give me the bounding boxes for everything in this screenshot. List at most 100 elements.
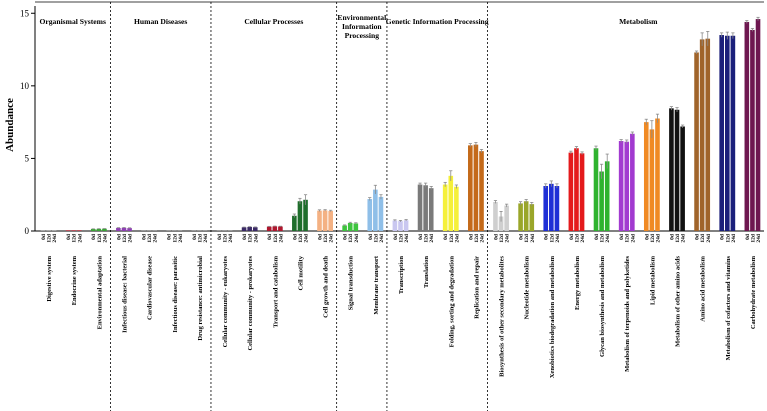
category-label: Metabolism of other amino acids [675, 256, 682, 347]
bar [197, 230, 202, 231]
time-tick-label: 24d [379, 234, 385, 243]
bar [549, 183, 554, 231]
time-tick-label: 0d [594, 234, 600, 240]
bar [322, 210, 328, 231]
bar [278, 226, 283, 231]
bar [272, 226, 278, 231]
bar [353, 223, 359, 231]
time-tick-label: 24d [530, 234, 536, 243]
y-axis-label: Abundance [4, 98, 16, 152]
time-tick-label: 0d [66, 234, 72, 240]
time-tick-label: 0d [443, 234, 449, 240]
category-label: Metabolism of cofactors and vitamins [725, 256, 732, 361]
time-tick-label: 24d [203, 234, 209, 243]
time-tick-label: 0d [644, 234, 650, 240]
category-label: Environmental adaptation [96, 256, 103, 330]
bar [694, 52, 699, 231]
time-tick-label: 0d [544, 234, 550, 240]
bar [599, 171, 604, 231]
time-tick-label: 12d [323, 234, 329, 243]
time-tick-label: 12d [474, 234, 480, 243]
category-label: Energy metabolism [574, 255, 581, 310]
bar [593, 148, 599, 231]
bar [317, 210, 322, 231]
time-tick-label: 12d [675, 234, 681, 243]
time-tick-label: 0d [116, 234, 122, 240]
time-tick-label: 12d [47, 234, 53, 243]
bar [297, 201, 303, 231]
bar [46, 230, 51, 231]
section-title: Genetic Information Processing [386, 17, 489, 26]
bar [473, 144, 479, 231]
bar [518, 203, 523, 231]
time-tick-label: 24d [253, 234, 259, 243]
bar [266, 226, 272, 231]
bar [252, 227, 258, 231]
category-label: Cell motility [297, 255, 304, 290]
bar [568, 152, 574, 231]
bar [655, 118, 660, 231]
bar [241, 227, 247, 231]
time-tick-label: 24d [580, 234, 586, 243]
bar [177, 230, 183, 231]
bar [730, 35, 736, 232]
time-tick-label: 24d [329, 234, 335, 243]
time-tick-label: 24d [756, 234, 762, 243]
category-label: Cellular community - eukaryotes [222, 256, 229, 348]
bar [171, 230, 177, 231]
bar [428, 188, 434, 231]
time-tick-label: 12d [248, 234, 254, 243]
bar [328, 210, 333, 231]
bar [303, 199, 308, 231]
time-tick-label: 24d [77, 234, 83, 243]
bar [222, 230, 227, 231]
time-tick-label: 0d [418, 234, 424, 240]
bar [755, 19, 761, 232]
category-label: Metabolism of terpenoids and polyketides [624, 256, 631, 372]
time-tick-label: 12d [399, 234, 405, 243]
time-tick-label: 12d [499, 234, 505, 243]
category-label: Drug resistance: antimicrobial [197, 256, 204, 341]
bar [705, 38, 711, 232]
bar [146, 230, 152, 231]
bar [448, 175, 454, 231]
section-title-line: Processing [345, 31, 380, 40]
category-label: Nucleotide metabolism [524, 255, 531, 319]
bar [699, 39, 705, 231]
time-tick-label: 0d [317, 234, 323, 240]
time-tick-label: 12d [97, 234, 103, 243]
time-tick-label: 12d [273, 234, 279, 243]
bar [744, 21, 750, 231]
section-title-line: Information [342, 22, 382, 31]
category-label: Carbohydrate metabolism [750, 255, 757, 329]
bar [574, 148, 579, 231]
time-tick-label: 24d [706, 234, 712, 243]
bar [51, 230, 57, 231]
time-tick-label: 12d [524, 234, 530, 243]
bar [604, 161, 610, 231]
time-tick-label: 0d [217, 234, 223, 240]
time-tick-label: 24d [354, 234, 360, 243]
time-tick-label: 12d [172, 234, 178, 243]
time-tick-label: 12d [223, 234, 229, 243]
category-label: Transport and catabolism [272, 255, 279, 327]
bar [152, 230, 158, 231]
time-tick-label: 0d [192, 234, 198, 240]
bar [166, 230, 171, 231]
time-tick-label: 24d [52, 234, 58, 243]
section-title: Environmental Information Processing [337, 13, 386, 40]
time-tick-label: 12d [147, 234, 153, 243]
time-tick-label: 24d [630, 234, 636, 243]
bar [719, 35, 724, 231]
time-tick-label: 12d [72, 234, 78, 243]
time-tick-label: 12d [449, 234, 455, 243]
time-tick-label: 0d [393, 234, 399, 240]
bar [216, 230, 222, 231]
bar [442, 184, 448, 231]
bar [624, 141, 630, 231]
category-label: Glycan biosynthesis and metabolism [599, 255, 606, 357]
time-tick-label: 24d [304, 234, 310, 243]
time-tick-label: 24d [153, 234, 159, 243]
category-label: Folding, sorting and degradation [448, 256, 455, 348]
time-tick-label: 24d [605, 234, 611, 243]
